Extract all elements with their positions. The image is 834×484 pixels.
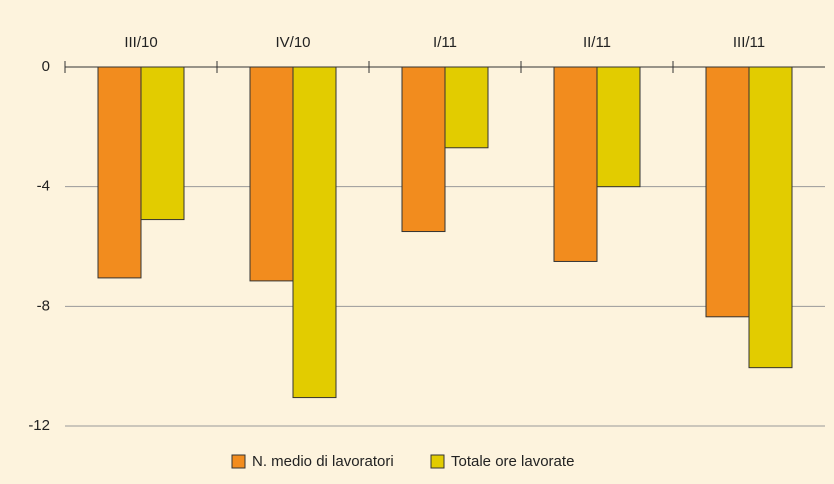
x-tick-label: IV/10 [275,34,310,51]
bar [401,66,446,233]
bar [444,66,489,149]
x-tick-label: I/11 [433,34,457,51]
y-tick-label: -8 [37,297,50,314]
bar [705,66,750,318]
x-tick-label: II/11 [583,34,611,51]
legend-swatch [430,454,445,469]
x-tick-label: III/11 [733,34,765,51]
bar [553,66,598,262]
y-tick-label: -12 [28,417,50,434]
bar [748,66,793,369]
y-tick-label: 0 [42,58,50,75]
bar [292,66,337,399]
bar [140,66,185,221]
bar [249,66,294,282]
bar [97,66,142,279]
legend-swatch [231,454,246,469]
x-tick-label: III/10 [124,34,157,51]
bar [596,66,641,188]
y-tick-label: -4 [37,178,50,195]
legend-label: N. medio di lavoratori [252,453,394,470]
legend-label: Totale ore lavorate [451,453,574,470]
